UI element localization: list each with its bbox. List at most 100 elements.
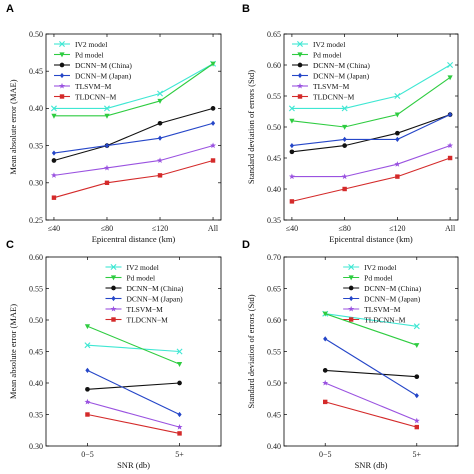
legend-label: IV2 model — [313, 40, 345, 49]
y-axis-label: Mean absolute error (MAE) — [8, 304, 18, 399]
legend-marker — [348, 285, 354, 291]
data-point — [414, 343, 420, 349]
data-point — [341, 105, 348, 112]
legend-label: TLDCNN−M — [313, 92, 355, 101]
data-point — [177, 431, 182, 436]
data-point — [323, 399, 328, 405]
data-point — [51, 195, 57, 200]
y-tick-label: 0.40 — [29, 104, 43, 113]
data-point — [414, 374, 420, 380]
y-tick-label: 0.45 — [267, 410, 281, 419]
data-point — [177, 411, 182, 418]
x-tick-label: ≤80 — [101, 224, 113, 233]
legend-label: TLSVM−M — [364, 305, 401, 314]
legend-entry: IV2 model — [343, 263, 396, 272]
series-iv2-model — [84, 342, 183, 355]
series-dcnn-m-china — [289, 112, 453, 155]
legend-label: DCNN−M (China) — [127, 284, 184, 293]
legend-marker — [349, 295, 354, 302]
legend-entry: TLDCNN−M — [105, 315, 168, 324]
data-point — [342, 136, 347, 142]
y-tick-label: 0.55 — [267, 92, 281, 101]
series-dcnn-m-japan — [51, 120, 216, 156]
legend-label: DCNN−M (China) — [313, 61, 370, 70]
legend-entry: Pd model — [343, 273, 393, 282]
data-point — [210, 120, 216, 126]
data-point — [342, 143, 347, 148]
legend-marker — [111, 317, 116, 322]
y-tick-label: 0.35 — [267, 216, 281, 225]
data-point — [289, 143, 294, 149]
legend-label: IV2 model — [75, 40, 107, 49]
legend-entry: TLSVM−M — [54, 82, 112, 91]
data-point — [84, 342, 91, 349]
legend-entry: IV2 model — [292, 40, 345, 49]
data-point — [322, 379, 329, 386]
data-point — [289, 118, 295, 124]
series-tldcnn-m — [85, 412, 182, 436]
y-tick-label: 0.50 — [29, 30, 43, 39]
y-tick-label: 0.50 — [267, 379, 281, 388]
data-point — [395, 136, 400, 142]
data-point — [51, 158, 57, 163]
y-tick-label: 0.35 — [29, 141, 43, 150]
data-point — [103, 105, 110, 112]
legend-marker — [111, 285, 116, 291]
data-point — [447, 75, 453, 81]
legend-marker — [348, 317, 354, 322]
series-line — [87, 325, 180, 365]
series-line — [87, 382, 180, 390]
y-axis-label: Mean absolute error (MAE) — [8, 79, 18, 174]
x-tick-label: ≤40 — [48, 224, 60, 233]
series-tlsvm-m — [84, 398, 183, 430]
legend-label: IV2 model — [127, 263, 159, 272]
series-dcnn-m-japan — [85, 367, 182, 418]
panel-letter: D — [242, 239, 250, 251]
series-line — [325, 369, 417, 378]
data-point — [85, 386, 90, 392]
data-point — [288, 105, 295, 112]
series-tlsvm-m — [50, 142, 217, 178]
legend-label: DCNN−M (Japan) — [127, 294, 184, 303]
x-axis-label: SNR (db) — [355, 460, 388, 470]
y-tick-label: 0.55 — [267, 347, 281, 356]
series-pd-model — [51, 61, 216, 119]
series-line — [53, 122, 214, 154]
legend-label: DCNN−M (Japan) — [313, 71, 370, 80]
x-tick-label: All — [445, 224, 456, 233]
series-line — [53, 159, 214, 199]
series-line — [325, 401, 417, 428]
data-point — [210, 61, 216, 67]
data-point — [157, 98, 163, 104]
x-tick-label: 0−5 — [319, 450, 332, 459]
legend-marker — [110, 305, 117, 312]
series-dcnn-m-japan — [323, 336, 419, 399]
series-iv2-model — [288, 62, 454, 112]
data-point — [84, 324, 91, 330]
data-point — [394, 112, 400, 118]
legend-entry: TLSVM−M — [343, 305, 401, 314]
y-tick-label: 0.40 — [29, 379, 43, 388]
data-point — [414, 393, 419, 399]
series-pd-model — [322, 311, 420, 349]
series-tldcnn-m — [51, 158, 216, 200]
data-point — [84, 398, 91, 405]
y-tick-label: 0.60 — [267, 61, 281, 70]
y-tick-label: 0.45 — [267, 154, 281, 163]
data-point — [447, 62, 454, 68]
series-line — [87, 369, 180, 415]
legend-marker — [59, 62, 65, 68]
legend-marker — [348, 264, 355, 270]
legend-marker — [348, 305, 355, 312]
legend-marker — [297, 94, 303, 99]
legend-label: Pd model — [313, 50, 342, 59]
data-point — [157, 90, 164, 97]
data-point — [210, 106, 216, 111]
legend-entry: TLSVM−M — [292, 82, 350, 91]
data-point — [395, 174, 400, 179]
series-tldcnn-m — [323, 399, 419, 430]
y-tick-label: 0.40 — [267, 185, 281, 194]
series-pd-model — [84, 324, 183, 367]
series-line — [53, 107, 214, 162]
